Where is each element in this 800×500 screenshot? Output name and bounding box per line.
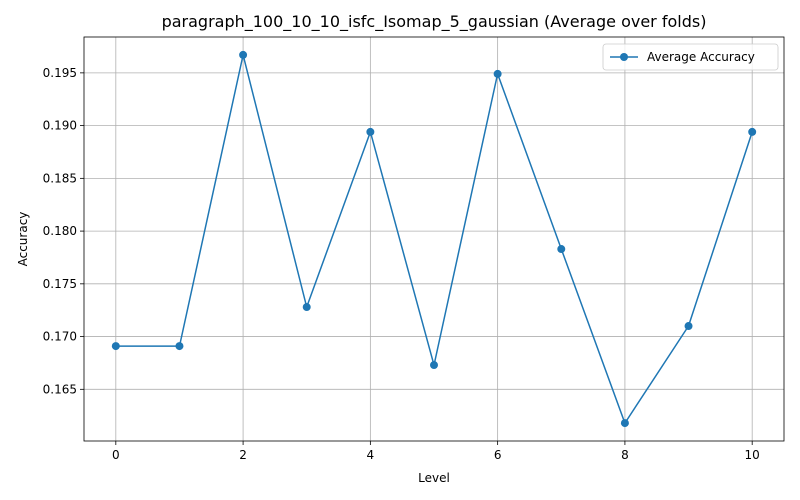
data-point <box>239 50 248 59</box>
y-axis-ticks: 0.165 0.170 0.175 0.180 0.185 0.190 0.195 <box>43 66 84 396</box>
data-point <box>557 245 566 254</box>
chart-title: paragraph_100_10_10_isfc_Isomap_5_gaussi… <box>162 12 707 32</box>
data-point <box>684 322 693 331</box>
legend: Average Accuracy <box>602 43 779 71</box>
data-point <box>748 127 757 136</box>
y-tick-label: 0.170 <box>43 330 77 344</box>
data-point <box>620 419 629 428</box>
data-point <box>493 69 502 78</box>
x-tick-label: 6 <box>494 448 502 462</box>
data-point <box>366 127 375 136</box>
y-tick-label: 0.185 <box>43 171 77 185</box>
series-layer <box>111 50 757 428</box>
y-tick-label: 0.180 <box>43 224 77 238</box>
y-axis-label: Accuracy <box>16 212 30 267</box>
data-point <box>175 342 184 351</box>
x-tick-label: 8 <box>621 448 629 462</box>
data-point <box>111 342 120 351</box>
x-axis-ticks: 0 2 4 6 8 10 <box>112 441 760 462</box>
data-point <box>430 361 438 370</box>
y-tick-label: 0.195 <box>43 66 77 80</box>
y-tick-label: 0.165 <box>43 382 77 396</box>
y-tick-label: 0.175 <box>43 277 77 291</box>
x-tick-label: 10 <box>745 448 760 462</box>
x-tick-label: 2 <box>239 448 247 462</box>
grid-lines <box>84 37 784 441</box>
legend-series-marker <box>620 53 628 61</box>
x-tick-label: 0 <box>112 448 120 462</box>
x-axis-label: Level <box>418 471 450 485</box>
x-tick-label: 4 <box>367 448 375 462</box>
y-tick-label: 0.190 <box>43 119 77 133</box>
data-point <box>302 303 311 312</box>
legend-box <box>602 43 779 71</box>
legend-series-label: Average Accuracy <box>647 50 755 64</box>
plot-area-frame <box>83 36 785 442</box>
